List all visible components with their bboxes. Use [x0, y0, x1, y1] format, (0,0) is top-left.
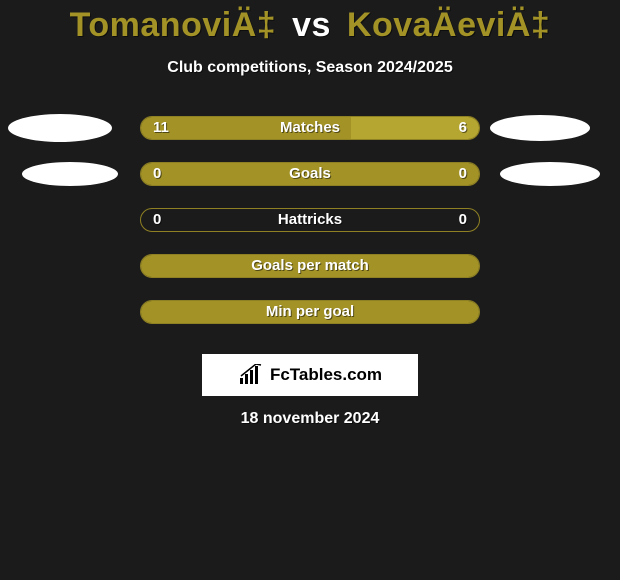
stat-label: Hattricks: [278, 209, 342, 231]
stat-label: Min per goal: [266, 301, 354, 323]
title-vs: vs: [286, 6, 337, 44]
stat-bar: Goals 0 0: [140, 162, 480, 186]
stat-row: Goals per match: [0, 243, 620, 289]
stat-row: Min per goal: [0, 289, 620, 335]
comparison-title: TomanoviÄ‡ vs KovaÄeviÄ‡: [0, 0, 620, 45]
stat-row: Hattricks 0 0: [0, 197, 620, 243]
player-2-name: KovaÄeviÄ‡: [347, 6, 550, 44]
stat-value-right: 0: [459, 163, 467, 185]
subtitle: Club competitions, Season 2024/2025: [0, 59, 620, 77]
timestamp: 18 november 2024: [241, 410, 380, 428]
brand-text: FcTables.com: [270, 365, 382, 385]
right-ellipse: [500, 162, 600, 186]
stat-value-right: 0: [459, 209, 467, 231]
stats-bars-area: Matches 11 6 Goals 0 0 Hattricks 0 0 Goals per ma…: [0, 105, 620, 335]
brand-box: FcTables.com: [202, 354, 418, 396]
left-ellipse: [8, 114, 112, 142]
right-ellipse: [490, 115, 590, 141]
bars-chart-icon: [238, 364, 264, 386]
player-1-name: TomanoviÄ‡: [70, 6, 277, 44]
stat-row: Matches 11 6: [0, 105, 620, 151]
stat-bar: Hattricks 0 0: [140, 208, 480, 232]
stat-bar: Min per goal: [140, 300, 480, 324]
stat-row: Goals 0 0: [0, 151, 620, 197]
left-ellipse: [22, 162, 118, 186]
stat-value-left: 0: [153, 163, 161, 185]
stat-label: Goals: [289, 163, 331, 185]
stat-label: Goals per match: [251, 255, 369, 277]
stat-bar: Matches 11 6: [140, 116, 480, 140]
stat-value-left: 0: [153, 209, 161, 231]
stat-label: Matches: [280, 117, 340, 139]
stat-bar: Goals per match: [140, 254, 480, 278]
stat-value-left: 11: [153, 117, 169, 139]
stat-value-right: 6: [459, 117, 467, 139]
